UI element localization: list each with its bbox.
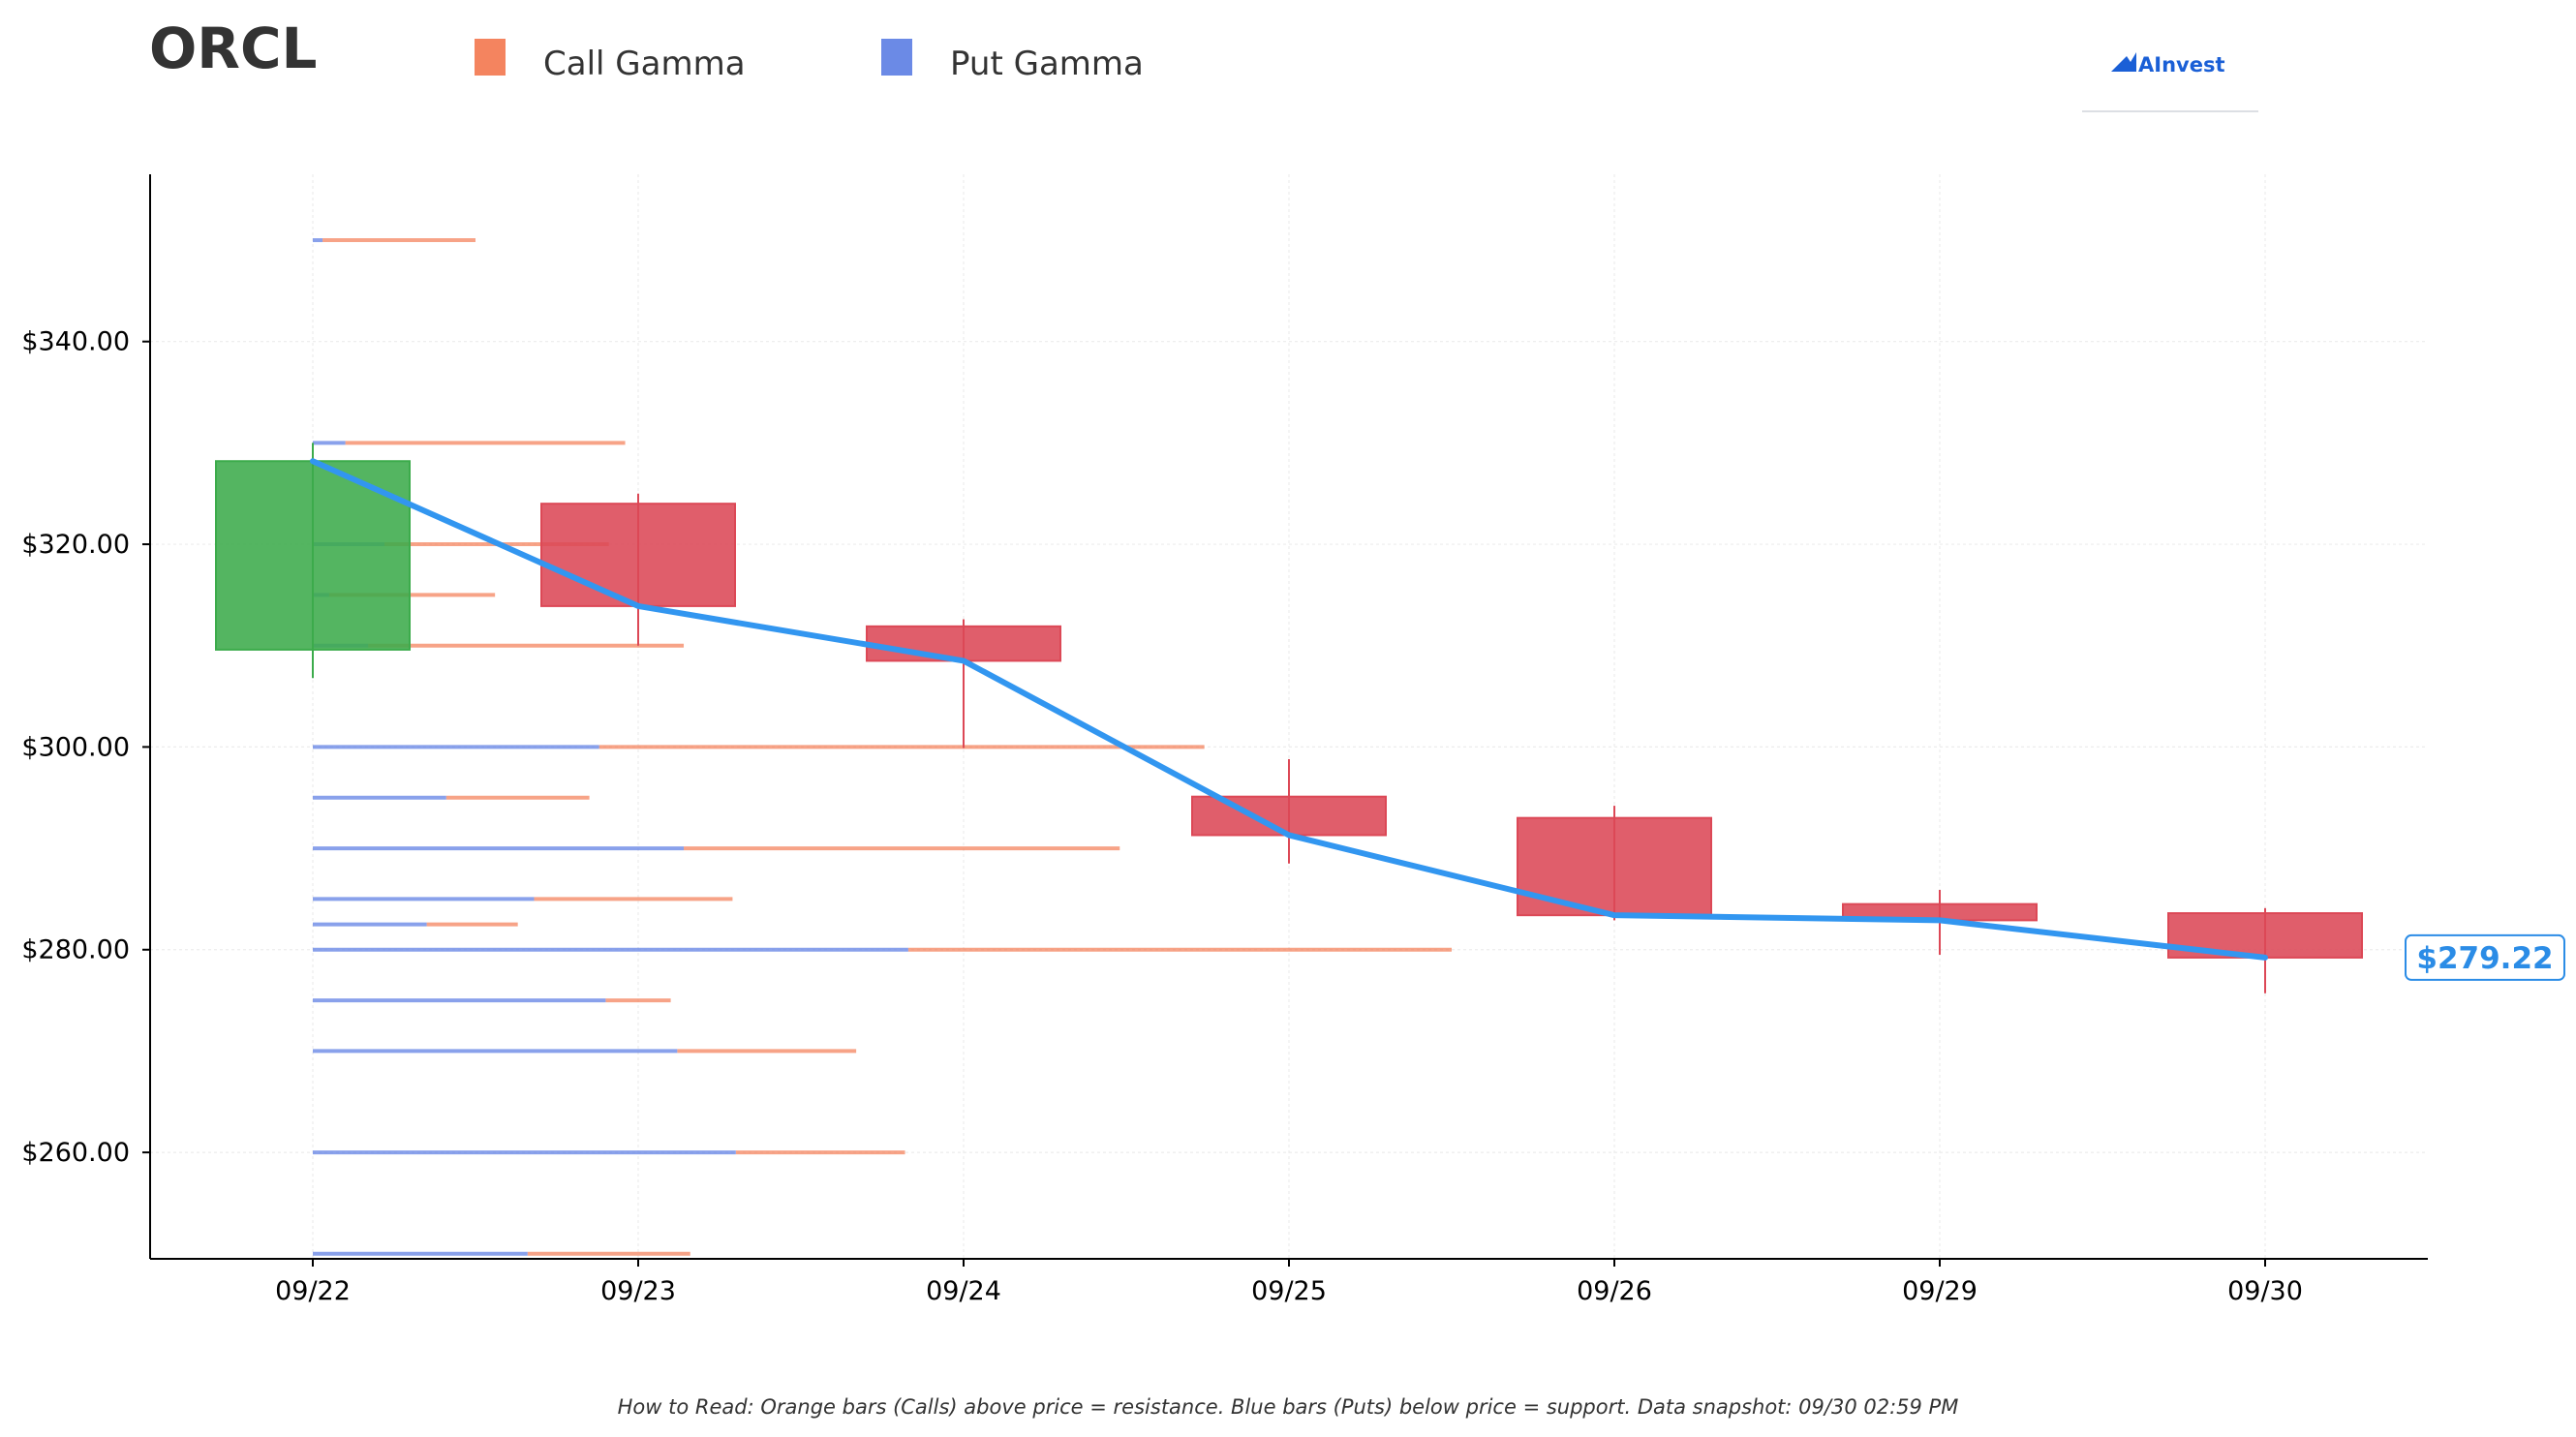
y-tick-label: $340.00	[21, 327, 130, 357]
last-price-box	[2405, 933, 2565, 981]
y-tick-label: $260.00	[21, 1138, 130, 1168]
legend-put-label: Put Gamma	[950, 45, 1144, 83]
candle-body	[866, 625, 1061, 662]
logo-chart-icon	[2111, 52, 2136, 72]
price-line-group	[310, 458, 2268, 961]
x-tick-label: 09/23	[600, 1276, 676, 1306]
axes: $260.00 $280.00 $300.00 $320.00 $340.00 09/22…	[21, 174, 2428, 1306]
grid	[150, 174, 2428, 1259]
gamma-bars	[313, 238, 1452, 1256]
last-price-label: $279.22	[2416, 941, 2553, 976]
chart-title-ticker: ORCL	[149, 15, 318, 81]
y-tick-label: $320.00	[21, 530, 130, 560]
candle-body	[540, 503, 736, 607]
price-line	[310, 458, 2268, 961]
legend: Call Gamma Put Gamma	[475, 39, 1144, 83]
last-price-badge: $279.22	[2405, 933, 2565, 981]
x-tick-label: 09/22	[275, 1276, 351, 1306]
footer-note: How to Read: Orange bars (Calls) above p…	[618, 1395, 1959, 1419]
x-tick-label: 09/24	[926, 1276, 1001, 1306]
x-tick-label: 09/30	[2227, 1276, 2303, 1306]
logo-text: AInvest	[2138, 53, 2225, 76]
x-tick-label: 09/25	[1251, 1276, 1327, 1306]
y-tick-label: $300.00	[21, 732, 130, 762]
legend-put-swatch	[881, 39, 912, 76]
ainvest-logo: AInvest	[2082, 52, 2258, 112]
legend-call-swatch	[475, 39, 506, 76]
x-tick-label: 09/26	[1577, 1276, 1652, 1306]
x-tick-label: 09/29	[1902, 1276, 1978, 1306]
legend-call-label: Call Gamma	[543, 45, 746, 83]
candle-body	[1517, 816, 1712, 917]
candle-body	[1191, 795, 1387, 837]
y-tick-label: $280.00	[21, 935, 130, 965]
